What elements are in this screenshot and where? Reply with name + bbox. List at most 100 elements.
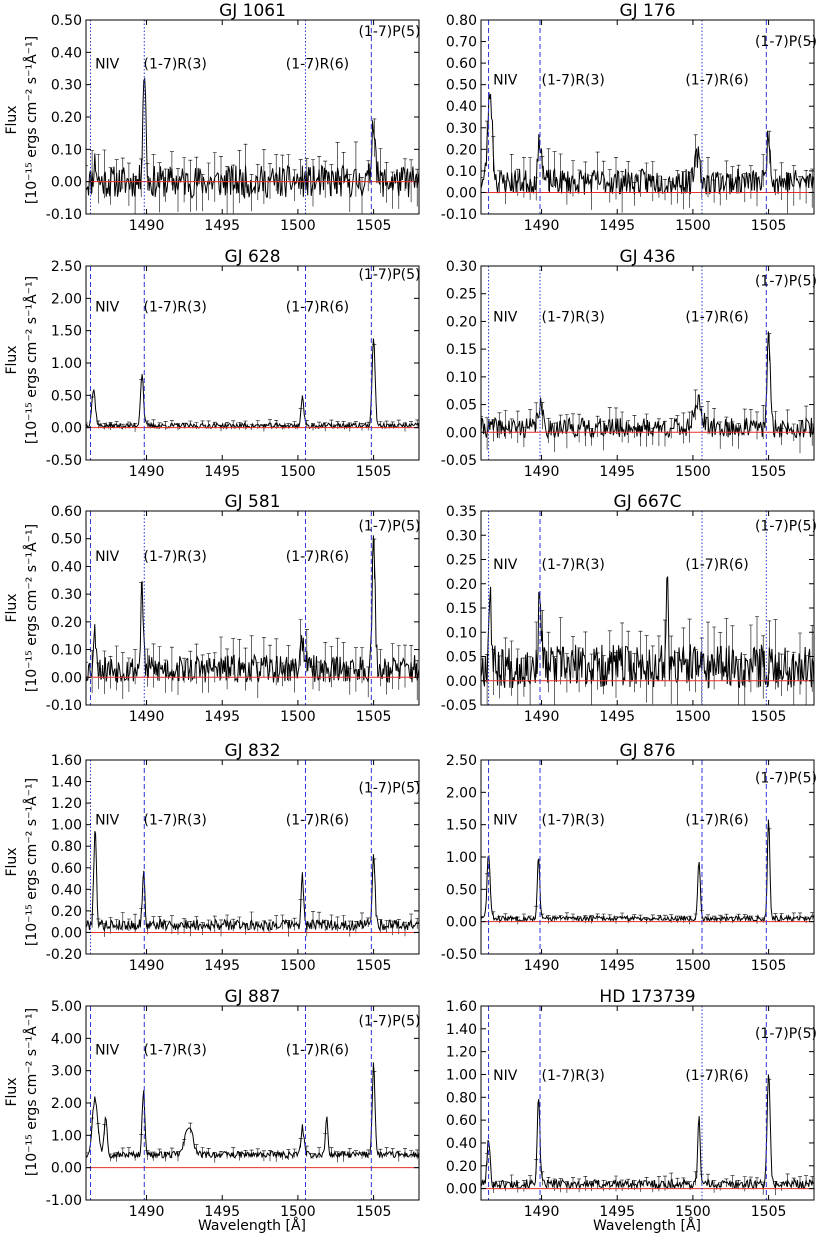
y-tick-label: 0.30	[51, 587, 82, 603]
y-tick-label: 0.40	[446, 99, 477, 115]
line-label-niv: NIV	[493, 813, 518, 829]
panel-title: GJ 832	[224, 741, 280, 761]
y-tick-label: 0.00	[446, 674, 477, 690]
x-tick-label: 1500	[280, 709, 316, 725]
y-tick-label: 0.10	[51, 142, 82, 158]
panel-gj-581: GJ 581 NIV (1-7)R(3) (1-7)R(6) (1-7)P(5) -0.1…	[46, 492, 421, 725]
x-tick-label: 1490	[129, 218, 165, 234]
panel-gj-628: GJ 628 NIV (1-7)R(3) (1-7)R(6) (1-7)P(5) -0.5…	[46, 247, 421, 480]
y-tick-label: 1.00	[446, 1067, 477, 1083]
error-bars	[86, 858, 419, 937]
y-tick-label: 3.00	[51, 1064, 82, 1080]
line-label--1-7-p-5-: (1-7)P(5)	[358, 780, 420, 796]
panel-title: GJ 581	[224, 492, 280, 512]
line-label--1-7-p-5-: (1-7)P(5)	[358, 1013, 420, 1029]
y-tick-label: 0.50	[51, 388, 82, 404]
x-tick-label: 1495	[599, 709, 635, 725]
y-tick-label: -0.05	[441, 453, 477, 469]
spectrum-line	[86, 77, 419, 200]
line-label-niv: NIV	[95, 549, 120, 565]
y-tick-label: 0.60	[51, 504, 82, 520]
panel-title: GJ 876	[619, 741, 675, 761]
y-tick-label: 0.00	[446, 185, 477, 201]
x-tick-label: 1505	[356, 464, 392, 480]
line-label--1-7-r-3-: (1-7)R(3)	[144, 57, 207, 73]
y-tick-label: 0.00	[446, 915, 477, 931]
line-label--1-7-r-3-: (1-7)R(3)	[542, 1068, 605, 1084]
y-tick-label: 1.00	[446, 850, 477, 866]
y-tick-label: 1.00	[51, 1128, 82, 1144]
y-tick-label: -0.10	[46, 207, 82, 223]
line-label--1-7-p-5-: (1-7)P(5)	[755, 34, 817, 50]
y-axis-label-row2-flux: Flux	[4, 345, 20, 374]
y-tick-label: 0.15	[446, 342, 477, 358]
spectrum-line	[86, 338, 419, 431]
line-label--1-7-r-3-: (1-7)R(3)	[144, 1043, 207, 1059]
line-label--1-7-r-6-: (1-7)R(6)	[286, 813, 349, 829]
panel-frame	[480, 265, 815, 461]
x-tick-label: 1490	[524, 1204, 560, 1220]
y-tick-label: 0.05	[446, 650, 477, 666]
x-tick-label: 1490	[129, 709, 165, 725]
y-tick-label: 0.20	[51, 110, 82, 126]
x-axis-label-right: Wavelength [Å]	[593, 1217, 701, 1234]
panels-group: GJ 1061 NIV (1-7)R(3) (1-7)R(6) (1-7)P(5) -0.…	[46, 1, 817, 1220]
y-tick-label: 0.00	[446, 425, 477, 441]
line-label-niv: NIV	[493, 309, 518, 325]
y-tick-label: 1.50	[51, 324, 82, 340]
line-label-niv: NIV	[95, 57, 120, 73]
panel-hd-173739: HD 173739 NIV (1-7)R(3) (1-7)R(6) (1-7)P(5) 0…	[446, 987, 817, 1220]
y-axis-label-row3-flux: Flux	[4, 593, 20, 622]
line-label--1-7-r-3-: (1-7)R(3)	[144, 549, 207, 565]
panel-gj-1061: GJ 1061 NIV (1-7)R(3) (1-7)R(6) (1-7)P(5) -0.…	[46, 1, 421, 234]
y-tick-label: 0.80	[51, 839, 82, 855]
spectrum-line	[481, 92, 814, 195]
y-tick-label: 0.20	[446, 314, 477, 330]
y-tick-label: 1.20	[446, 1045, 477, 1061]
line-label--1-7-p-5-: (1-7)P(5)	[358, 24, 420, 40]
y-tick-label: 1.00	[51, 818, 82, 834]
y-tick-label: 0.50	[446, 882, 477, 898]
y-tick-label: 0.10	[51, 643, 82, 659]
y-tick-label: 0.25	[446, 287, 477, 303]
y-axis-label-row4-flux: Flux	[4, 847, 20, 876]
y-tick-label: -0.05	[441, 698, 477, 714]
error-bars	[481, 1078, 814, 1196]
y-tick-label: 5.00	[51, 999, 82, 1015]
x-tick-label: 1495	[204, 709, 240, 725]
x-tick-label: 1500	[280, 958, 316, 974]
x-tick-label: 1505	[356, 218, 392, 234]
y-tick-label: 0.00	[51, 1161, 82, 1177]
panel-frame	[480, 759, 815, 955]
y-tick-label: 0.10	[446, 625, 477, 641]
y-tick-label: 2.00	[446, 785, 477, 801]
x-tick-label: 1490	[524, 464, 560, 480]
y-tick-label: 2.00	[51, 1096, 82, 1112]
y-axis-label-row5-flux: Flux	[4, 1077, 20, 1106]
y-tick-label: 0.25	[446, 553, 477, 569]
y-tick-label: 0.30	[446, 259, 477, 275]
x-tick-label: 1495	[599, 464, 635, 480]
spectrum-line	[481, 331, 814, 440]
x-tick-label: 1490	[129, 1204, 165, 1220]
panel-frame	[480, 19, 815, 215]
panel-plot-area	[86, 511, 419, 705]
panel-plot-area	[86, 760, 419, 954]
panel-title: GJ 176	[619, 1, 675, 21]
y-tick-label: 0.40	[51, 882, 82, 898]
x-tick-label: 1490	[524, 958, 560, 974]
x-tick-label: 1495	[204, 958, 240, 974]
panel-plot-area	[481, 20, 814, 214]
line-label--1-7-r-3-: (1-7)R(3)	[542, 309, 605, 325]
line-label-niv: NIV	[95, 1043, 120, 1059]
y-tick-label: 0.80	[446, 1090, 477, 1106]
x-tick-label: 1495	[599, 958, 635, 974]
x-tick-label: 1505	[356, 958, 392, 974]
panel-title: GJ 667C	[614, 492, 682, 512]
spectrum-line	[86, 1062, 419, 1160]
y-tick-label: 0.50	[51, 532, 82, 548]
spectrum-line	[86, 830, 419, 932]
y-tick-label: 0.30	[446, 121, 477, 137]
y-tick-label: 0.15	[446, 601, 477, 617]
y-tick-label: 0.50	[51, 13, 82, 29]
